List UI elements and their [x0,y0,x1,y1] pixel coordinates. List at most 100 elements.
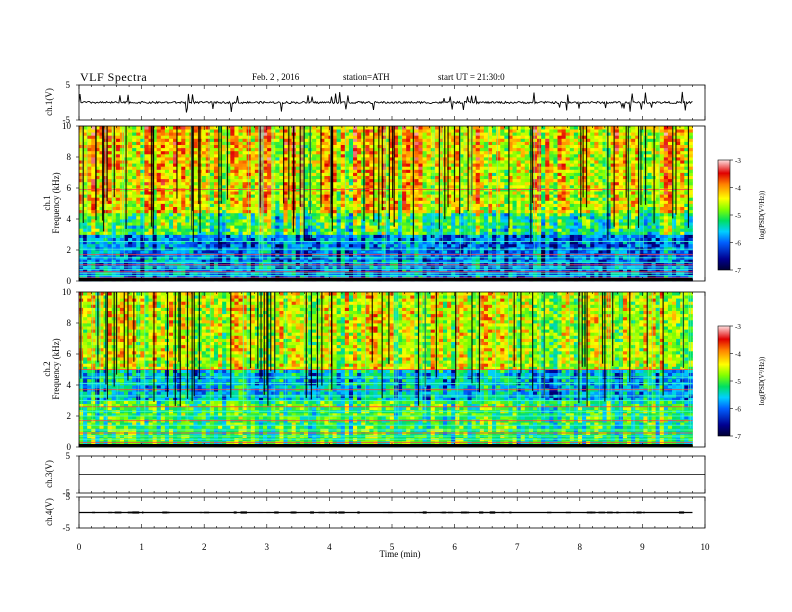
spectrogram-cell [303,169,309,173]
spectrogram-cell [291,259,297,263]
spectrogram-cell [483,228,489,232]
spectrogram-cell [340,129,346,133]
spectrogram-cell [95,250,100,254]
spectrogram-cell [426,172,432,176]
spectrogram-cell [209,250,215,254]
spectrogram-cell [398,172,403,176]
spectrogram-cell [226,141,231,145]
spectrogram-cell [455,147,460,152]
spectrogram-cell [99,243,104,248]
spectrogram-cell [471,184,477,189]
spectrogram-cell [95,209,100,214]
spectrogram-cell [328,225,333,229]
spectrogram-cell [312,194,317,198]
spectrogram-cell [438,178,444,183]
spectrogram-cell [418,268,423,273]
spectrogram-cell [132,150,137,155]
spectrogram-cell [377,246,383,251]
spectrogram-cell [463,262,468,266]
spectrogram-cell [160,169,166,173]
spectrogram-cell [353,144,358,149]
spectrogram-cell [471,203,477,207]
spectrogram-cell [152,246,158,251]
spectrogram-cell [320,157,325,161]
spectrogram-cell [148,215,154,220]
spectrogram-cell [119,147,125,152]
spectrogram-cell [279,184,284,189]
spectrogram-cell [287,262,293,266]
spectrogram-cell [144,231,149,235]
spectrogram-cell [144,259,149,263]
spectrogram-cell [389,240,395,245]
spectrogram-cell [459,191,464,195]
spectrogram-cell [475,231,481,235]
spectrogram-cell [324,262,329,266]
spectrogram-cell [377,166,383,170]
spectrogram-cell [312,129,317,133]
spectrogram-cell [402,215,407,220]
spectrogram-cell [291,240,297,245]
spectrogram-cell [242,181,248,186]
spectrogram-cell [132,209,137,214]
spectrogram-cell [344,215,350,220]
spectrogram-cell [205,231,211,235]
spectrogram-cell [406,184,411,189]
spectrogram-cell [115,215,121,220]
spectrogram-cell [467,215,473,220]
spectrogram-cell [406,212,411,217]
spectrogram-cell [209,231,215,235]
spectrogram-cell [447,126,452,130]
spectrogram-cell [164,147,170,152]
spectrogram-cell [95,206,100,211]
spectrogram-cell [287,163,293,167]
spectrogram-cell [140,246,145,251]
spectrogram-cell [475,163,481,167]
spectrogram-cell [344,234,350,238]
spectrogram-cell [263,197,268,201]
spectrogram-cell [385,259,391,263]
spectrogram-cell [353,169,358,173]
spectrogram-cell [471,160,477,164]
spectrogram-cell [140,234,145,238]
spectrogram-cell [426,268,432,273]
spectrogram-cell [250,129,256,133]
spectrogram-cell [258,243,264,248]
spectrogram-cell [479,181,485,186]
spectrogram-cell [357,184,362,189]
spectrogram-cell [79,150,84,155]
spectrogram-cell [438,197,444,201]
spectrogram-cell [230,184,235,189]
spectrogram-cell [365,129,370,133]
spectrogram-cell [258,169,264,173]
spectrogram-cell [348,246,354,251]
spectrogram-cell [422,209,428,214]
spectrogram-cell [205,150,211,155]
spectrogram-cell [177,163,182,167]
spectrogram-cell [83,215,88,220]
spectrogram-cell [459,250,464,254]
spectrogram-cell [295,209,301,214]
spectrogram-cell [83,203,88,207]
spectrogram-cell [324,234,329,238]
spectrogram-cell [213,157,219,161]
spectrogram-cell [303,262,309,266]
spectrogram-cell [348,209,354,214]
spectrogram-cell [406,157,411,161]
spectrogram-cell [340,153,346,158]
spectrogram-cell [418,194,423,198]
spectrogram-cell [422,246,428,251]
spectrogram-cell [164,135,170,139]
spectrogram-cell [91,153,96,158]
spectrogram-cell [136,240,141,245]
spectrogram-cell [340,212,346,217]
spectrogram-cell [95,169,100,173]
spectrogram-cell [213,194,219,198]
spectrogram-cell [148,138,154,142]
spectrogram-cell [160,215,166,220]
spectrogram-cell [156,225,162,229]
spectrogram-cell [242,138,248,142]
spectrogram-cell [201,212,207,217]
spectrogram-cell [148,160,154,164]
spectrogram-cell [340,222,346,226]
spectrogram-cell [148,228,154,232]
